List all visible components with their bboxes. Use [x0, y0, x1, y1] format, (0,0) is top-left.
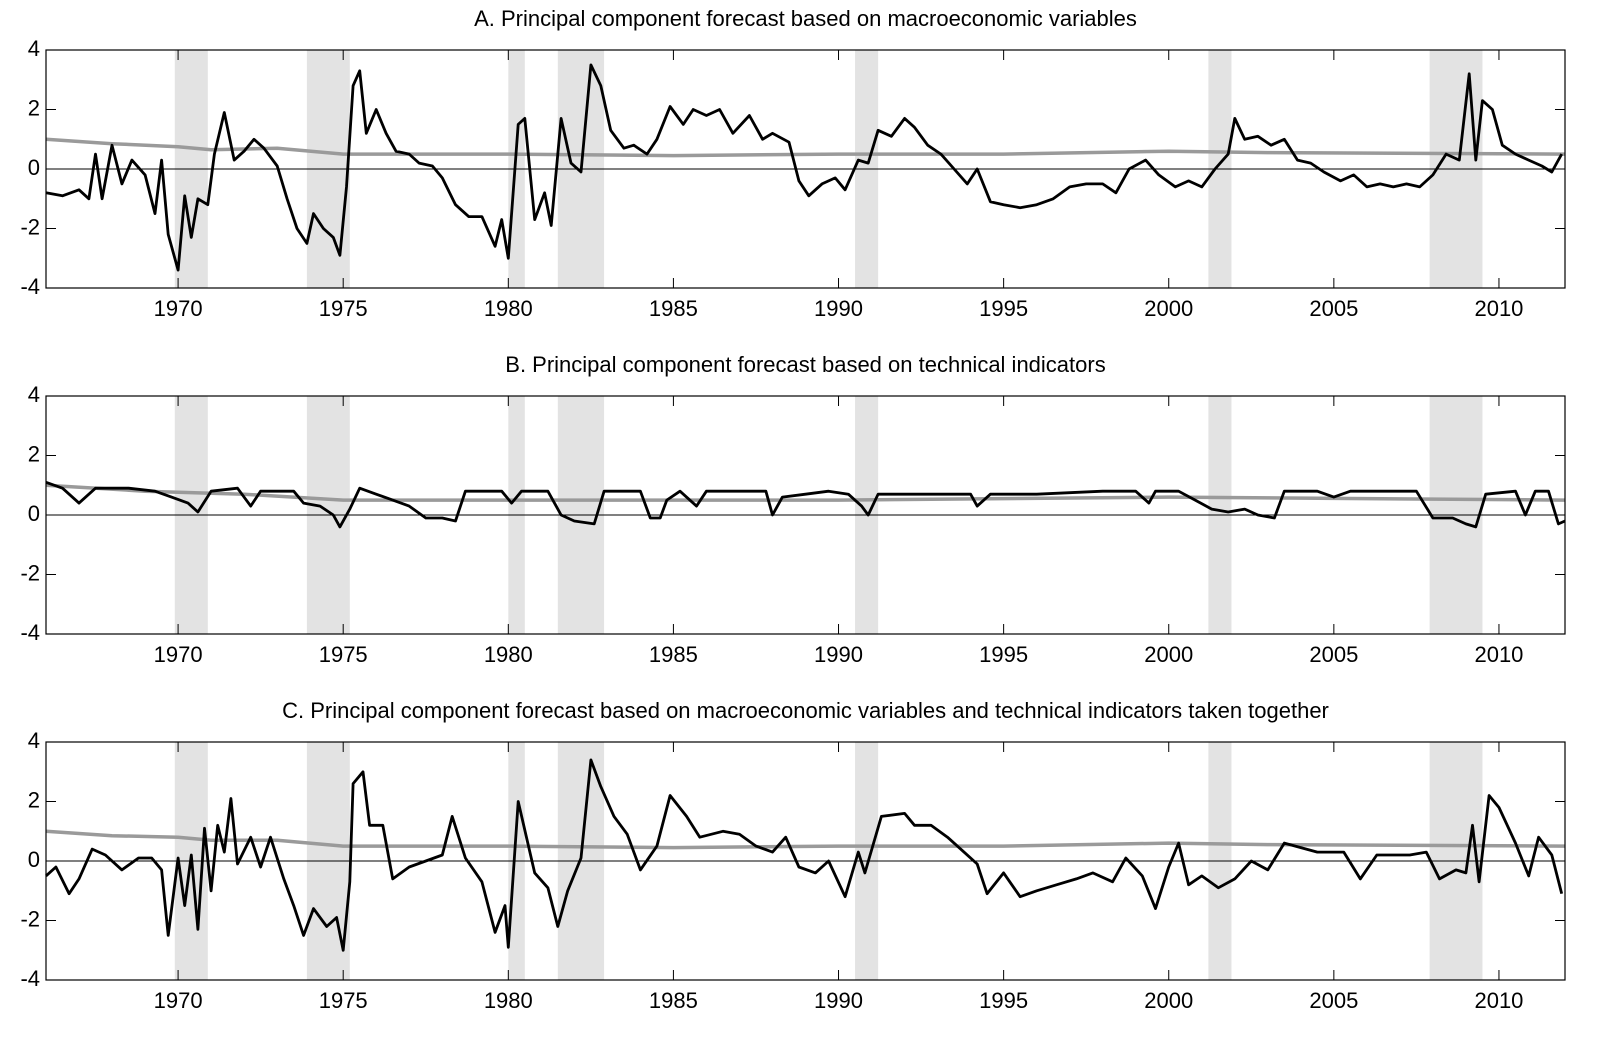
x-tick-label: 1990 [814, 296, 863, 321]
x-tick-label: 2000 [1144, 988, 1193, 1013]
y-tick-label: -4 [20, 966, 40, 991]
panel-title: A. Principal component forecast based on… [474, 6, 1137, 31]
y-tick-label: 4 [28, 36, 40, 61]
y-tick-label: -2 [20, 906, 40, 931]
x-tick-label: 1990 [814, 988, 863, 1013]
x-tick-label: 2010 [1474, 296, 1523, 321]
x-tick-label: 2000 [1144, 296, 1193, 321]
x-tick-label: 2010 [1474, 988, 1523, 1013]
y-tick-label: 0 [28, 155, 40, 180]
panel-title: C. Principal component forecast based on… [282, 698, 1329, 723]
y-tick-label: -2 [20, 214, 40, 239]
x-tick-label: 1970 [154, 642, 203, 667]
y-tick-label: -2 [20, 560, 40, 585]
y-tick-label: 2 [28, 95, 40, 120]
x-tick-label: 1990 [814, 642, 863, 667]
y-tick-label: -4 [20, 274, 40, 299]
y-tick-label: 2 [28, 441, 40, 466]
x-tick-label: 1995 [979, 988, 1028, 1013]
x-tick-label: 1970 [154, 296, 203, 321]
series-line [45, 758, 1564, 952]
x-tick-label: 2005 [1309, 296, 1358, 321]
series-line [45, 483, 1566, 502]
y-tick-label: 2 [28, 787, 40, 812]
x-tick-label: 1980 [484, 642, 533, 667]
x-tick-label: 2000 [1144, 642, 1193, 667]
y-tick-label: -4 [20, 620, 40, 645]
series-line [45, 63, 1563, 272]
series-line [45, 829, 1566, 850]
panel-title: B. Principal component forecast based on… [505, 352, 1105, 377]
y-tick-label: 4 [28, 382, 40, 407]
x-tick-label: 1985 [649, 988, 698, 1013]
x-tick-label: 1995 [979, 296, 1028, 321]
x-tick-label: 2005 [1309, 988, 1358, 1013]
x-tick-label: 1975 [319, 296, 368, 321]
x-tick-label: 1970 [154, 988, 203, 1013]
y-tick-label: 0 [28, 847, 40, 872]
x-tick-label: 1985 [649, 642, 698, 667]
x-tick-label: 1975 [319, 988, 368, 1013]
x-tick-label: 1980 [484, 296, 533, 321]
x-tick-label: 1995 [979, 642, 1028, 667]
series-line [45, 480, 1566, 529]
x-tick-label: 2010 [1474, 642, 1523, 667]
series-line [45, 137, 1566, 158]
x-tick-label: 1975 [319, 642, 368, 667]
x-tick-label: 1980 [484, 988, 533, 1013]
y-tick-label: 4 [28, 728, 40, 753]
y-tick-label: 0 [28, 501, 40, 526]
x-tick-label: 1985 [649, 296, 698, 321]
x-tick-label: 2005 [1309, 642, 1358, 667]
